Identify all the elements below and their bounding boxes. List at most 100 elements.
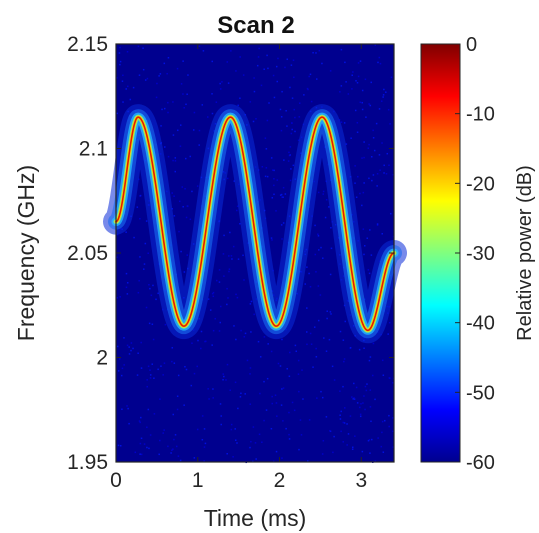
noise-speckle	[193, 457, 196, 459]
noise-speckle	[230, 50, 232, 52]
noise-speckle	[324, 216, 327, 219]
noise-speckle	[326, 310, 328, 312]
noise-speckle	[203, 460, 205, 462]
noise-speckle	[370, 81, 372, 84]
noise-speckle	[250, 440, 252, 443]
noise-speckle	[176, 67, 179, 70]
noise-speckle	[117, 370, 120, 372]
noise-speckle	[264, 137, 267, 139]
noise-speckle	[382, 96, 384, 98]
noise-speckle	[236, 442, 238, 444]
noise-speckle	[353, 398, 356, 400]
noise-speckle	[198, 129, 201, 132]
noise-speckle	[291, 97, 294, 99]
noise-speckle	[331, 365, 334, 368]
noise-speckle	[368, 103, 370, 105]
noise-speckle	[126, 282, 129, 284]
noise-speckle	[237, 407, 239, 410]
noise-speckle	[242, 254, 244, 257]
noise-speckle	[147, 252, 149, 255]
noise-speckle	[155, 96, 158, 99]
noise-speckle	[293, 108, 296, 111]
noise-speckle	[349, 415, 352, 417]
noise-speckle	[222, 253, 225, 255]
noise-speckle	[200, 330, 203, 333]
noise-speckle	[244, 332, 247, 335]
noise-speckle	[321, 453, 324, 455]
noise-speckle	[211, 292, 214, 295]
noise-speckle	[172, 101, 174, 103]
noise-speckle	[227, 297, 229, 299]
noise-speckle	[374, 460, 377, 462]
noise-speckle	[270, 427, 273, 430]
noise-speckle	[286, 125, 288, 127]
noise-speckle	[186, 205, 189, 208]
noise-speckle	[226, 363, 229, 366]
noise-speckle	[339, 414, 341, 417]
noise-speckle	[291, 401, 294, 404]
noise-speckle	[270, 350, 273, 353]
noise-speckle	[340, 85, 343, 87]
noise-speckle	[352, 398, 354, 400]
noise-speckle	[263, 419, 265, 422]
colorbar-ticks: 0 -10 -20 -30 -40 -50 -60	[455, 34, 495, 474]
noise-speckle	[239, 56, 241, 58]
noise-speckle	[235, 70, 237, 72]
noise-speckle	[223, 275, 225, 277]
noise-speckle	[140, 416, 142, 419]
noise-speckle	[277, 362, 280, 365]
noise-speckle	[370, 254, 373, 256]
noise-speckle	[388, 321, 391, 324]
noise-speckle	[226, 287, 228, 290]
noise-speckle	[377, 61, 379, 64]
noise-speckle	[152, 338, 155, 341]
noise-speckle	[286, 367, 288, 370]
noise-speckle	[343, 358, 346, 360]
noise-speckle	[321, 62, 323, 65]
noise-speckle	[279, 108, 282, 111]
colorbar-tick-label: -10	[466, 104, 495, 126]
noise-speckle	[148, 447, 150, 450]
noise-speckle	[178, 200, 181, 203]
noise-speckle	[203, 428, 206, 430]
noise-speckle	[153, 377, 155, 379]
noise-speckle	[303, 94, 305, 96]
noise-speckle	[148, 322, 151, 325]
noise-speckle	[222, 373, 224, 375]
noise-speckle	[139, 256, 141, 258]
noise-speckle	[226, 452, 228, 455]
noise-speckle	[392, 446, 395, 448]
noise-speckle	[230, 423, 233, 426]
noise-speckle	[284, 66, 286, 69]
noise-speckle	[386, 152, 389, 155]
noise-speckle	[230, 428, 233, 431]
noise-speckle	[328, 206, 330, 208]
noise-speckle	[235, 338, 237, 341]
noise-speckle	[228, 270, 230, 273]
noise-speckle	[364, 78, 367, 81]
noise-speckle	[157, 292, 159, 295]
noise-speckle	[330, 313, 332, 315]
noise-speckle	[301, 369, 303, 371]
noise-speckle	[166, 72, 168, 75]
noise-speckle	[271, 239, 273, 241]
noise-speckle	[320, 246, 322, 249]
noise-speckle	[140, 341, 142, 344]
noise-speckle	[368, 177, 370, 180]
noise-speckle	[339, 390, 341, 392]
noise-speckle	[275, 65, 278, 68]
noise-speckle	[295, 350, 298, 353]
noise-speckle	[360, 403, 362, 405]
noise-speckle	[125, 231, 127, 233]
noise-speckle	[392, 417, 394, 419]
noise-speckle	[136, 206, 139, 208]
noise-speckle	[371, 179, 373, 182]
noise-speckle	[172, 159, 174, 162]
noise-speckle	[285, 110, 287, 112]
noise-speckle	[354, 435, 356, 437]
noise-speckle	[119, 63, 121, 66]
noise-speckle	[281, 388, 283, 390]
noise-speckle	[361, 108, 364, 111]
noise-speckle	[292, 59, 295, 62]
noise-speckle	[198, 45, 201, 47]
